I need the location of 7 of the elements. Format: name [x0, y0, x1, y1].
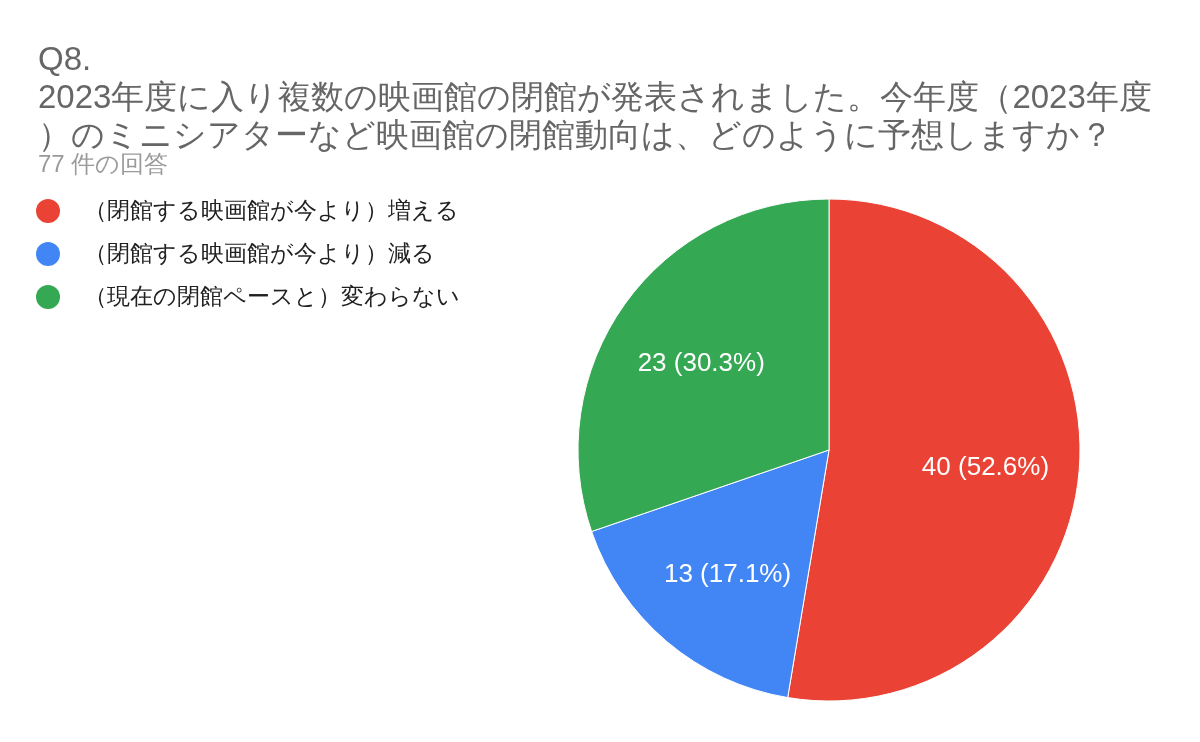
data-label: 40 (52.6%)	[921, 450, 1050, 481]
chart-title: Q8. 2023年度に入り複数の映画館の閉館が発表されました。今年度（2023年度）のミニシアターなど映画館の閉館動向は、どのように予想しますか？	[38, 40, 1152, 153]
data-label: 23 (30.3%)	[637, 346, 765, 377]
legend-label: （閉館する映画館が今より）増える	[84, 197, 459, 223]
legend-label: （現在の閉館ペースと）変わらない	[84, 283, 460, 309]
data-label: 13 (17.1%)	[663, 557, 792, 588]
legend-label: （閉館する映画館が今より）減る	[84, 240, 435, 266]
